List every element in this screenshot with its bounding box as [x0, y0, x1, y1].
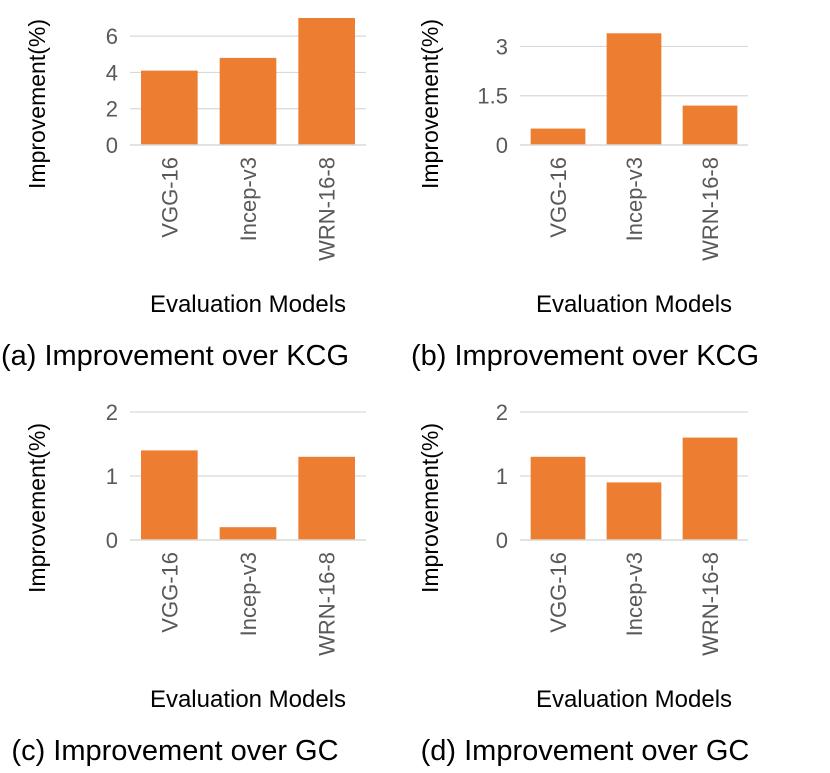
bar-wrn-16-8 [682, 437, 738, 540]
x-tick-label: VGG-16 [157, 552, 182, 633]
y-tick-label: 3 [496, 34, 508, 59]
bar-vgg-16 [530, 128, 586, 145]
bar-incep-v3 [219, 57, 277, 145]
y-tick-label: 0 [106, 133, 118, 158]
x-tick-label: VGG-16 [546, 157, 571, 238]
panel-caption: (c) Improvement over GC [11, 735, 338, 767]
x-axis-title: Evaluation Models [536, 686, 732, 713]
panel-caption: (b) Improvement over KCG [411, 340, 759, 372]
x-axis-title: Evaluation Models [150, 291, 346, 318]
y-tick-label: 2 [106, 97, 118, 122]
y-axis-title: Improvement(%) [24, 423, 50, 593]
bar-vgg-16 [141, 450, 198, 540]
y-axis-title: Improvement(%) [417, 19, 443, 189]
y-tick-label: 1 [106, 464, 118, 489]
y-axis-title: Improvement(%) [417, 423, 443, 593]
x-tick-label: VGG-16 [157, 157, 182, 238]
bar-vgg-16 [530, 456, 586, 540]
chart-panel-d: 0 1 2 VGG-16 Incep-v3 WRN-16-8 Improvement(%) E… [417, 400, 749, 767]
y-tick-label: 0 [496, 133, 508, 158]
x-tick-label: VGG-16 [546, 552, 571, 633]
panel-caption: (a) Improvement over KCG [1, 340, 349, 372]
x-tick-label: WRN-16-8 [698, 552, 723, 656]
y-axis-title: Improvement(%) [24, 19, 50, 189]
x-tick-label: Incep-v3 [622, 552, 647, 636]
chart-panel-c: 0 1 2 VGG-16 Incep-v3 WRN-16-8 Improvement(%) E… [11, 400, 366, 767]
bar-incep-v3 [606, 33, 662, 145]
y-tick-label: 1 [496, 464, 508, 489]
x-tick-label: WRN-16-8 [315, 157, 340, 261]
y-tick-label: 2 [106, 400, 118, 425]
x-tick-label: Incep-v3 [622, 157, 647, 241]
x-tick-label: WRN-16-8 [315, 552, 340, 656]
y-tick-label: 2 [496, 400, 508, 425]
y-tick-label: 1.5 [477, 84, 508, 109]
chart-panel-b: 0 1.5 3 VGG-16 Incep-v3 WRN-16-8 Improvement(%… [411, 19, 759, 372]
panel-caption: (d) Improvement over GC [421, 735, 750, 767]
bar-incep-v3 [219, 527, 277, 540]
x-tick-label: Incep-v3 [236, 552, 261, 636]
bar-vgg-16 [141, 70, 198, 145]
x-axis-title: Evaluation Models [536, 291, 732, 318]
x-tick-label: Incep-v3 [236, 157, 261, 241]
y-tick-label: 0 [496, 528, 508, 553]
chart-panel-a: 0 2 4 6 VGG-16 Incep-v3 WRN-16-8 Improvement(%)… [1, 18, 366, 372]
bar-wrn-16-8 [298, 18, 355, 145]
y-tick-label: 0 [106, 528, 118, 553]
x-tick-label: WRN-16-8 [698, 157, 723, 261]
bar-wrn-16-8 [298, 456, 355, 540]
y-tick-label: 6 [106, 24, 118, 49]
bar-wrn-16-8 [682, 105, 738, 145]
y-tick-label: 4 [106, 60, 118, 85]
x-axis-title: Evaluation Models [150, 686, 346, 713]
bar-incep-v3 [606, 482, 662, 540]
